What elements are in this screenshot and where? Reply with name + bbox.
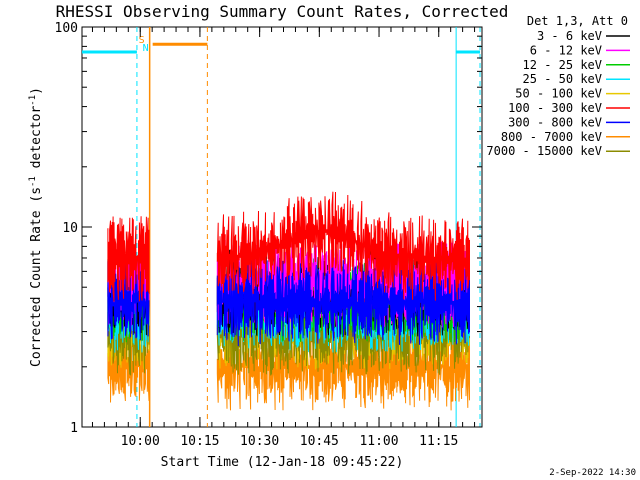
y-axis-label-sup1: -1 xyxy=(28,176,38,187)
axis-layer: 1 10 100 10:00 10:15 10:30 10:45 11:00 11:15 xyxy=(55,21,482,449)
x-tick-label: 10:30 xyxy=(240,434,279,449)
y-tick-label: 100 xyxy=(55,21,78,36)
y-tick-label: 10 xyxy=(62,221,78,236)
y-axis-label-mid: detector xyxy=(29,106,44,177)
legend-entry-label: 3 - 6 keV xyxy=(537,29,602,43)
series-line xyxy=(216,191,470,301)
y-axis-label: Corrected Count Rate (s-1 detector-1) xyxy=(28,87,44,367)
footer-timestamp: 2-Sep-2022 14:30 xyxy=(549,468,636,478)
night-label: N xyxy=(143,43,149,54)
legend-entry-label: 6 - 12 keV xyxy=(530,43,602,57)
legend-entry-label: 50 - 100 keV xyxy=(515,87,602,101)
legend-entry-label: 800 - 7000 keV xyxy=(501,130,602,144)
legend-entry-label: 12 - 25 keV xyxy=(523,58,602,72)
legend-title: Det 1,3, Att 0 xyxy=(527,14,628,28)
y-axis-label-main: Corrected Count Rate (s xyxy=(29,187,44,367)
legend-entry-label: 300 - 800 keV xyxy=(508,115,602,129)
legend-entry-label: 7000 - 15000 keV xyxy=(486,144,602,158)
chart-title: RHESSI Observing Summary Count Rates, Co… xyxy=(56,2,509,21)
y-axis-label-end: ) xyxy=(29,87,44,95)
legend-entry-label: 100 - 300 keV xyxy=(508,101,602,115)
x-tick-label: 11:15 xyxy=(419,434,458,449)
series-line xyxy=(216,258,470,347)
series-line xyxy=(107,216,150,302)
x-tick-label: 10:45 xyxy=(300,434,339,449)
saa-label: S xyxy=(139,35,145,46)
x-tick-label: 10:15 xyxy=(180,434,219,449)
data-layer: SN xyxy=(82,27,481,427)
legend-entry-label: 25 - 50 keV xyxy=(523,72,602,86)
x-tick-label: 11:00 xyxy=(359,434,398,449)
x-axis-label: Start Time (12-Jan-18 09:45:22) xyxy=(161,455,404,470)
y-axis-label-sup2: -1 xyxy=(28,95,38,106)
x-tick-label: 10:00 xyxy=(121,434,160,449)
y-tick-label: 1 xyxy=(70,421,78,436)
